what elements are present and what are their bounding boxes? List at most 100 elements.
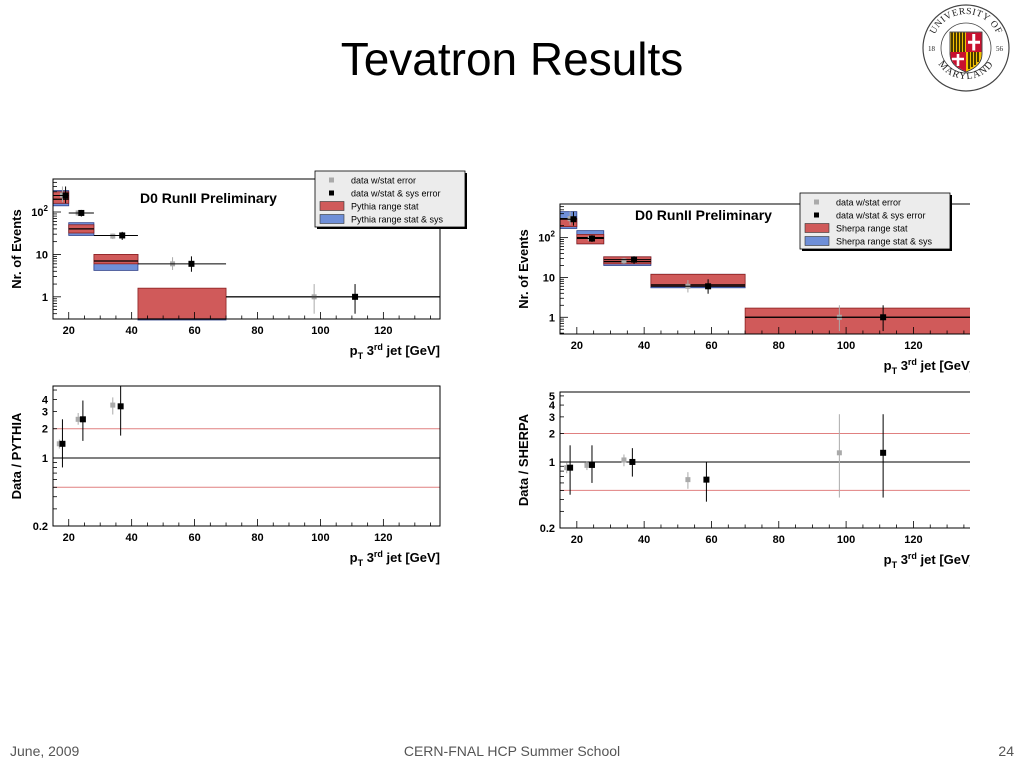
data-sys-point — [570, 216, 576, 222]
y-tick-label: 4 — [42, 394, 49, 406]
data-sys-point — [188, 261, 194, 267]
y-axis-label: Nr. of Events — [9, 209, 24, 288]
data-stat-point — [621, 457, 626, 462]
legend-marker — [814, 213, 819, 218]
data-sys-point — [703, 477, 709, 483]
x-tick-label: 120 — [904, 534, 922, 546]
y-tick-label: 3 — [42, 407, 48, 419]
x-axis-label: pT 3rd jet [GeV] — [350, 342, 440, 361]
data-stat-point — [837, 450, 842, 455]
stat-band — [138, 288, 226, 319]
y-axis-label: Nr. of Events — [516, 229, 531, 308]
seal-year-right: 56 — [996, 45, 1004, 53]
legend-label: data w/stat & sys error — [836, 211, 926, 221]
legend-marker — [329, 178, 334, 183]
y-tick-label: 1 — [549, 457, 555, 469]
legend-swatch — [320, 202, 344, 211]
x-tick-label: 100 — [311, 532, 329, 544]
x-tick-label: 60 — [188, 532, 200, 544]
legend-label: data w/stat & sys error — [351, 189, 441, 199]
x-tick-label: 60 — [188, 325, 200, 337]
y-tick-label: 10 — [36, 249, 48, 261]
data-sys-point — [629, 459, 635, 465]
x-axis-label: pT 3rd jet [GeV] — [884, 357, 970, 376]
x-tick-label: 120 — [374, 325, 392, 337]
x-axis-label: pT 3rd jet [GeV] — [884, 551, 970, 570]
x-tick-label: 20 — [63, 325, 75, 337]
x-tick-label: 20 — [63, 532, 75, 544]
legend-swatch — [805, 224, 829, 233]
legend-label: Sherpa range stat & sys — [836, 237, 933, 247]
slide-title: Tevatron Results — [0, 32, 1024, 86]
y-axis-label: Data / PYTHIA — [9, 412, 24, 499]
y-tick-label: 2 — [549, 429, 555, 441]
x-tick-label: 20 — [571, 340, 583, 352]
chart-legend: data w/stat error data w/stat & sys error… — [800, 193, 952, 251]
data-sys-point — [589, 236, 595, 242]
data-sys-point — [589, 462, 595, 468]
x-tick-label: 120 — [904, 340, 922, 352]
university-seal-logo: UNIVERSITY OF MARYLAND 18 56 — [918, 2, 1014, 92]
y-tick-label: 1 — [549, 312, 555, 324]
data-sys-point — [631, 257, 637, 263]
data-sys-point — [118, 403, 124, 409]
y-axis-label: Data / SHERPA — [516, 413, 531, 506]
x-tick-label: 60 — [705, 534, 717, 546]
x-tick-label: 100 — [837, 534, 855, 546]
legend-label: data w/stat error — [351, 176, 416, 186]
data-sys-point — [78, 210, 84, 216]
chart-title: D0 RunII Preliminary — [140, 190, 277, 206]
legend-marker — [814, 200, 819, 205]
y-tick-label: 2 — [42, 424, 48, 436]
x-tick-label: 20 — [571, 534, 583, 546]
chart-legend: data w/stat error data w/stat & sys error… — [315, 171, 467, 229]
x-tick-label: 80 — [773, 534, 785, 546]
data-sys-point — [880, 314, 886, 320]
y-tick-label: 102 — [31, 204, 48, 219]
seal-year-left: 18 — [928, 45, 936, 53]
legend-swatch — [320, 215, 344, 224]
sherpa-events-chart: 20 40 60 80 100 120 1 10 102 pT 3rd jet [GeV] Nr. … — [510, 185, 970, 385]
page-number: 24 — [998, 743, 1014, 759]
y-tick-label: 102 — [538, 230, 555, 245]
data-sys-point — [352, 294, 358, 300]
x-tick-label: 100 — [837, 340, 855, 352]
data-stat-point — [110, 403, 115, 408]
legend-label: data w/stat error — [836, 198, 901, 208]
y-tick-label: 1 — [42, 453, 48, 465]
legend-label: Sherpa range stat — [836, 224, 908, 234]
y-tick-label: 0.2 — [540, 523, 555, 535]
x-axis-label: pT 3rd jet [GeV] — [350, 549, 440, 568]
data-sys-point — [119, 232, 125, 238]
legend-swatch — [805, 237, 829, 246]
stat-band — [94, 254, 138, 263]
x-tick-label: 120 — [374, 532, 392, 544]
y-tick-label: 5 — [549, 391, 555, 403]
x-tick-label: 80 — [251, 325, 263, 337]
y-tick-label: 0.2 — [33, 521, 48, 533]
x-tick-label: 40 — [126, 325, 138, 337]
sherpa-ratio-chart: 20 40 60 80 100 120 0.2 1 2 345 pT 3rd jet [GeV] Da… — [510, 380, 970, 580]
footer-event-name: CERN-FNAL HCP Summer School — [0, 743, 1024, 759]
data-sys-point — [880, 450, 886, 456]
x-tick-label: 40 — [638, 534, 650, 546]
data-stat-point — [110, 234, 115, 239]
x-tick-label: 80 — [773, 340, 785, 352]
stat-band — [604, 257, 651, 264]
x-tick-label: 40 — [638, 340, 650, 352]
chart-title: D0 RunII Preliminary — [635, 207, 772, 223]
data-stat-point — [685, 477, 690, 482]
x-tick-label: 80 — [251, 532, 263, 544]
pythia-events-chart: 20 40 60 80 100 120 1 10 102 pT 3rd jet [GeV] Nr. … — [0, 165, 470, 365]
legend-label: Pythia range stat & sys — [351, 215, 444, 225]
data-sys-point — [705, 283, 711, 289]
data-stat-point — [584, 463, 589, 468]
y-tick-label: 3 — [549, 412, 555, 424]
data-sys-point — [59, 441, 65, 447]
data-sys-point — [80, 416, 86, 422]
x-tick-label: 60 — [705, 340, 717, 352]
x-tick-label: 100 — [311, 325, 329, 337]
pythia-ratio-chart: 20 40 60 80 100 1200.21234pT 3rd jet [GeV]Dat… — [0, 380, 470, 580]
data-sys-point — [567, 465, 573, 471]
legend-label: Pythia range stat — [351, 202, 419, 212]
